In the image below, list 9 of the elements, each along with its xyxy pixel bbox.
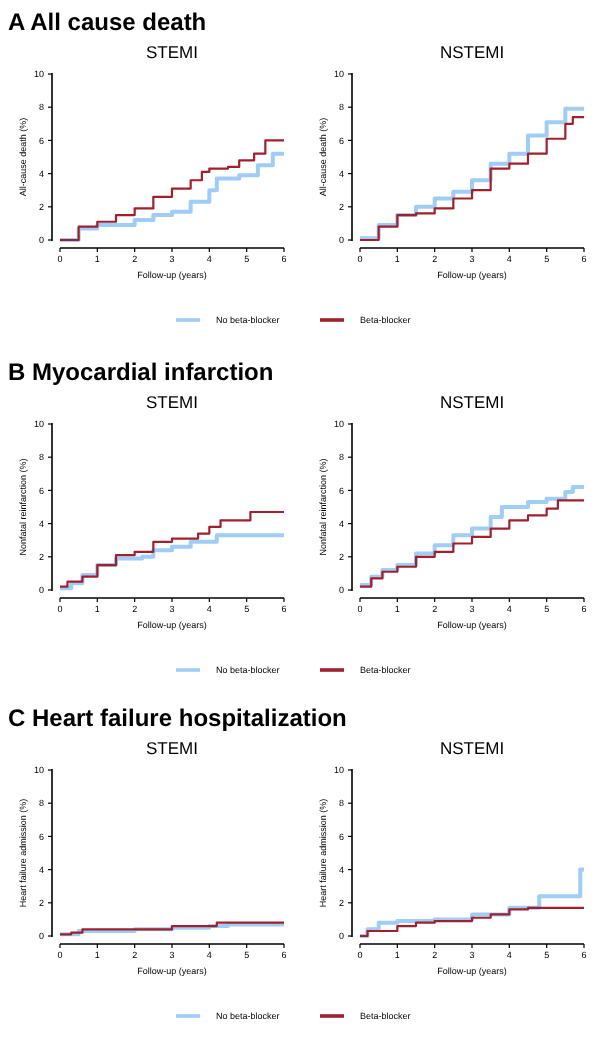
chart-title: NSTEMI (439, 42, 505, 62)
chart-subtitle: C Heart failure hospitalization (8, 704, 347, 732)
chart-subtitle: A All cause death (8, 8, 207, 36)
chart-title: NSTEMI (439, 738, 505, 758)
chart-title: STEMI (146, 392, 198, 412)
chart-title: NSTEMI (439, 392, 505, 412)
chart-title: STEMI (146, 42, 198, 62)
chart-subtitle: B Myocardial infarction (8, 358, 274, 386)
chart-title: STEMI (146, 738, 198, 758)
